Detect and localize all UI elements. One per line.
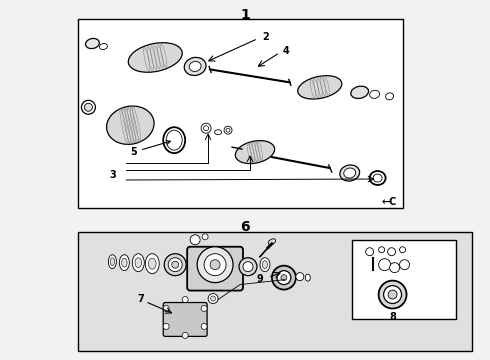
Ellipse shape: [369, 171, 386, 185]
FancyBboxPatch shape: [187, 247, 243, 291]
Circle shape: [226, 128, 230, 132]
Circle shape: [390, 263, 399, 273]
Ellipse shape: [122, 258, 127, 267]
Circle shape: [81, 100, 96, 114]
Circle shape: [84, 103, 93, 111]
Ellipse shape: [110, 258, 115, 266]
Circle shape: [190, 235, 200, 245]
Ellipse shape: [388, 290, 397, 299]
Ellipse shape: [120, 255, 129, 271]
Circle shape: [211, 296, 216, 301]
Text: 3: 3: [109, 170, 116, 180]
Circle shape: [388, 248, 395, 256]
Circle shape: [366, 248, 374, 256]
Circle shape: [182, 332, 188, 338]
Ellipse shape: [99, 44, 107, 50]
Ellipse shape: [135, 258, 142, 267]
Ellipse shape: [239, 258, 257, 276]
Ellipse shape: [107, 106, 154, 144]
Ellipse shape: [263, 261, 268, 269]
Ellipse shape: [243, 262, 253, 272]
Text: 6: 6: [240, 220, 250, 234]
Ellipse shape: [379, 280, 407, 309]
Circle shape: [379, 247, 385, 253]
Circle shape: [201, 306, 207, 311]
Circle shape: [202, 234, 208, 240]
Ellipse shape: [351, 86, 368, 99]
Bar: [78, 19, 403, 208]
Circle shape: [210, 260, 220, 270]
Circle shape: [208, 293, 218, 303]
Ellipse shape: [166, 130, 182, 150]
Circle shape: [204, 254, 226, 276]
Ellipse shape: [128, 43, 182, 72]
Ellipse shape: [145, 254, 159, 274]
Ellipse shape: [305, 274, 310, 281]
Ellipse shape: [373, 174, 382, 182]
Circle shape: [201, 323, 207, 329]
Ellipse shape: [215, 130, 221, 135]
Bar: [352, 240, 456, 319]
Circle shape: [197, 247, 233, 283]
Ellipse shape: [344, 168, 356, 178]
Circle shape: [163, 323, 169, 329]
Circle shape: [379, 259, 391, 271]
Ellipse shape: [235, 141, 274, 163]
Ellipse shape: [189, 62, 201, 72]
Circle shape: [163, 306, 169, 311]
Ellipse shape: [272, 266, 296, 289]
Ellipse shape: [168, 258, 182, 272]
Ellipse shape: [108, 255, 116, 269]
Ellipse shape: [369, 90, 380, 98]
Ellipse shape: [86, 39, 99, 49]
Ellipse shape: [340, 165, 360, 181]
Ellipse shape: [260, 258, 270, 272]
Text: 4: 4: [283, 45, 290, 55]
Text: 1: 1: [240, 8, 250, 22]
Ellipse shape: [163, 127, 185, 153]
Ellipse shape: [172, 261, 179, 268]
Ellipse shape: [386, 93, 393, 100]
Circle shape: [182, 297, 188, 302]
Text: 7: 7: [137, 293, 144, 303]
Ellipse shape: [268, 239, 275, 245]
Circle shape: [296, 273, 304, 280]
Circle shape: [399, 260, 410, 270]
Ellipse shape: [281, 275, 287, 280]
Bar: [78, 232, 472, 351]
Text: 9: 9: [256, 274, 263, 284]
Ellipse shape: [184, 57, 206, 76]
Text: 5: 5: [130, 140, 171, 157]
FancyBboxPatch shape: [163, 302, 207, 336]
Text: 2: 2: [262, 32, 269, 41]
Text: ←C: ←C: [382, 197, 397, 207]
Ellipse shape: [277, 271, 291, 285]
Circle shape: [399, 247, 406, 253]
Ellipse shape: [298, 76, 342, 99]
Circle shape: [224, 126, 232, 134]
Ellipse shape: [148, 258, 156, 269]
Circle shape: [204, 126, 209, 131]
Circle shape: [201, 123, 211, 133]
Ellipse shape: [132, 254, 144, 272]
Ellipse shape: [384, 285, 401, 303]
Text: 8: 8: [389, 312, 396, 323]
Ellipse shape: [164, 254, 186, 276]
